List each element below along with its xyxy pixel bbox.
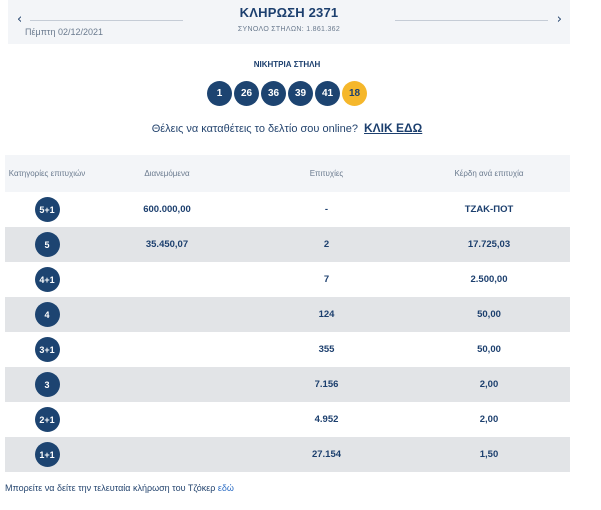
prev-draw-arrow-icon[interactable]: ‹	[17, 12, 23, 27]
table-row: 5 35.450,07 2 17.725,03	[5, 227, 570, 262]
winners-cell: 2	[323, 239, 330, 250]
header-prize: Κέρδη ανά επιτυχία	[454, 169, 524, 178]
winners-cell: 27.154	[311, 449, 342, 460]
category-badge: 1+1	[34, 442, 60, 467]
prize-cell: ΤΖΑΚ-ΠΟΤ	[464, 204, 514, 215]
category-badge: 5	[34, 232, 60, 257]
joker-ball: 18	[342, 81, 367, 106]
winning-ball: 1	[207, 81, 232, 106]
click-here-link[interactable]: ΚΛΙΚ ΕΔΩ	[364, 121, 423, 135]
winning-ball: 41	[315, 81, 340, 106]
winners-cell: 124	[318, 309, 335, 320]
winners-cell: 7.156	[314, 379, 339, 390]
category-badge: 4	[34, 302, 60, 327]
prize-cell: 50,00	[477, 309, 501, 320]
winning-column-title: ΝΙΚΗΤΡΙΑ ΣΤΗΛΗ	[253, 60, 321, 69]
header-categories: Κατηγορίες επιτυχιών	[8, 168, 86, 178]
winning-numbers: 1 26 36 39 41 18	[0, 81, 574, 106]
next-draw-arrow-icon[interactable]: ›	[556, 12, 562, 27]
footer-text: Μπορείτε να δείτε την τελευταία κλήρωση …	[5, 483, 216, 493]
footer-note: Μπορείτε να δείτε την τελευταία κλήρωση …	[5, 483, 234, 493]
draw-header: ‹ Πέμπτη 02/12/2021 ΚΛΗΡΩΣΗ 2371 ΣΥΝΟΛΟ …	[8, 0, 570, 44]
header-divider-left	[30, 20, 183, 21]
category-badge: 2+1	[34, 407, 60, 432]
winners-cell: 4.952	[314, 414, 339, 425]
table-row: 4 124 50,00	[5, 297, 570, 332]
winners-cell: -	[324, 204, 329, 215]
winning-ball: 39	[288, 81, 313, 106]
winners-cell: 7	[323, 274, 330, 285]
total-columns: ΣΥΝΟΛΟ ΣΤΗΛΩΝ: 1.861.362	[237, 26, 341, 33]
last-joker-draw-link[interactable]: εδώ	[217, 483, 234, 493]
header-divider-right	[395, 20, 548, 21]
winning-ball: 36	[261, 81, 286, 106]
winners-cell: 355	[318, 344, 335, 355]
table-row: 2+1 4.952 2,00	[5, 402, 570, 437]
prize-cell: 1,50	[479, 449, 499, 460]
category-badge: 5+1	[34, 197, 60, 222]
draw-date: Πέμπτη 02/12/2021	[25, 27, 104, 37]
distributed-cell: 35.450,07	[145, 239, 189, 250]
prize-cell: 50,00	[477, 344, 501, 355]
table-row: 3+1 355 50,00	[5, 332, 570, 367]
table-header: Κατηγορίες επιτυχιών Διανεμόμενα Επιτυχί…	[5, 155, 570, 192]
category-badge: 3	[34, 372, 60, 397]
prize-table: Κατηγορίες επιτυχιών Διανεμόμενα Επιτυχί…	[5, 155, 570, 472]
header-distributed: Διανεμόμενα	[144, 169, 190, 178]
table-row: 4+1 7 2.500,00	[5, 262, 570, 297]
winning-ball: 26	[234, 81, 259, 106]
online-promo-text: Θέλεις να καταθέτεις το δελτίο σου onlin…	[151, 123, 358, 135]
header-winners: Επιτυχίες	[309, 169, 344, 178]
prize-cell: 2,00	[479, 414, 499, 425]
table-row: 1+1 27.154 1,50	[5, 437, 570, 472]
table-row: 5+1 600.000,00 - ΤΖΑΚ-ΠΟΤ	[5, 192, 570, 227]
online-promo: Θέλεις να καταθέτεις το δελτίο σου onlin…	[0, 121, 574, 135]
prize-cell: 2,00	[479, 379, 499, 390]
table-row: 3 7.156 2,00	[5, 367, 570, 402]
distributed-cell: 600.000,00	[143, 204, 191, 215]
category-badge: 3+1	[34, 337, 60, 362]
prize-cell: 2.500,00	[470, 274, 508, 285]
draw-title: ΚΛΗΡΩΣΗ 2371	[239, 5, 339, 20]
prize-cell: 17.725,03	[467, 239, 511, 250]
category-badge: 4+1	[34, 267, 60, 292]
